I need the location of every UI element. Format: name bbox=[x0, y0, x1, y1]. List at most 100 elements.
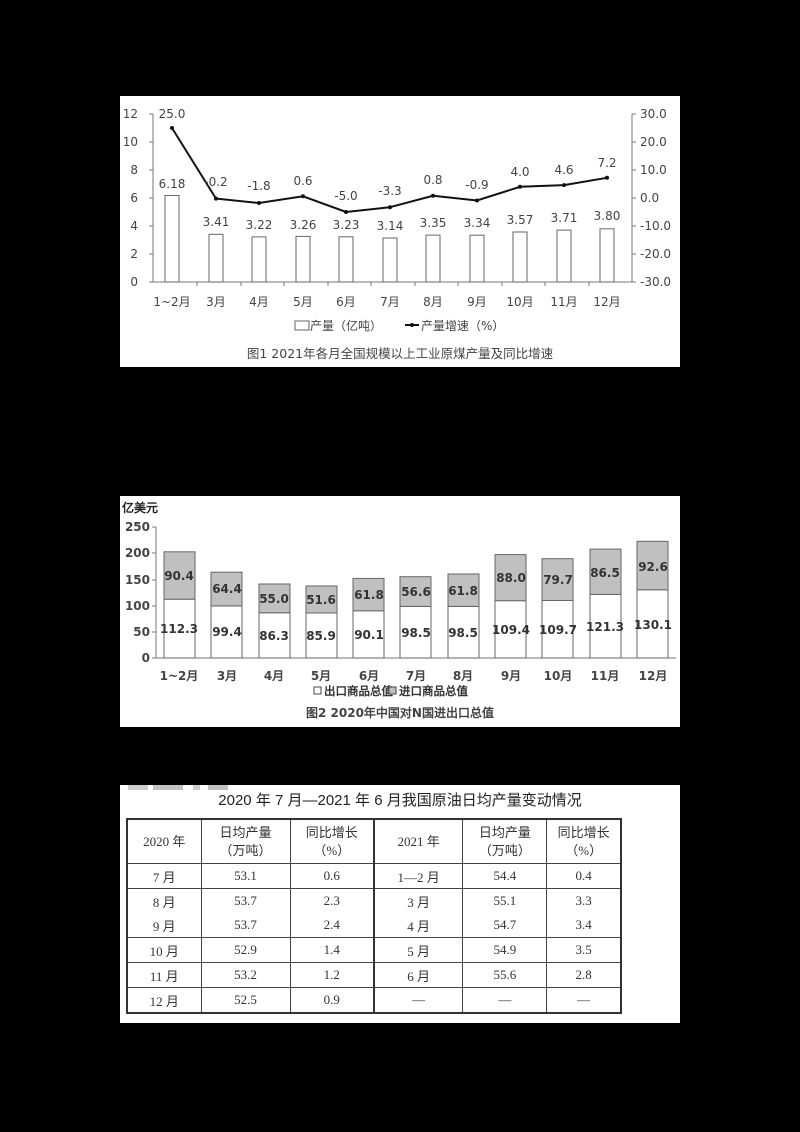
svg-text:98.5: 98.5 bbox=[448, 626, 478, 640]
svg-text:-30.0: -30.0 bbox=[640, 275, 671, 289]
svg-text:0: 0 bbox=[130, 275, 138, 289]
svg-text:8月: 8月 bbox=[423, 295, 443, 309]
svg-text:4: 4 bbox=[130, 219, 138, 233]
import-legend-swatch bbox=[388, 686, 397, 695]
coal-production-chart: 0 2 4 6 8 10 12 -30.0 -20.0 bbox=[120, 96, 680, 367]
svg-text:109.4: 109.4 bbox=[492, 623, 530, 637]
chart1-legend: 产量（亿吨） 产量增速（%） bbox=[294, 318, 504, 333]
svg-text:10.0: 10.0 bbox=[640, 163, 667, 177]
svg-text:64.4: 64.4 bbox=[212, 582, 242, 596]
svg-text:-0.2: -0.2 bbox=[204, 175, 227, 189]
header-year-2021: 2021 年 bbox=[372, 818, 464, 864]
svg-text:79.7: 79.7 bbox=[543, 573, 573, 587]
chart1-title: 图1 2021年各月全国规模以上工业原煤产量及同比增速 bbox=[247, 346, 554, 361]
oil-production-table: 2020 年 日均产量 （万吨） 同比增长 （%） 2021 年 日均产量 （万吨） … bbox=[126, 818, 622, 1014]
header-production-2021: 日均产量 （万吨） bbox=[462, 818, 548, 864]
svg-text:50: 50 bbox=[133, 625, 150, 639]
svg-text:6月: 6月 bbox=[359, 669, 379, 683]
svg-text:4.0: 4.0 bbox=[510, 165, 529, 179]
svg-text:56.6: 56.6 bbox=[401, 585, 431, 599]
svg-text:150: 150 bbox=[125, 573, 150, 587]
svg-text:12月: 12月 bbox=[639, 669, 668, 683]
svg-text:85.9: 85.9 bbox=[306, 629, 336, 643]
svg-text:3.22: 3.22 bbox=[246, 218, 273, 232]
svg-text:0.8: 0.8 bbox=[423, 173, 442, 187]
header-production-2020: 日均产量 （万吨） bbox=[200, 818, 291, 864]
export-value-labels: 112.3 99.4 86.3 85.9 90.1 98.5 98.5 109.… bbox=[160, 618, 672, 643]
svg-text:86.3: 86.3 bbox=[259, 629, 289, 643]
svg-text:3.41: 3.41 bbox=[203, 215, 230, 229]
growth-line bbox=[170, 126, 609, 214]
svg-text:出口商品总值: 出口商品总值 bbox=[324, 684, 393, 698]
trade-chart-svg: 亿美元 0 50 100 150 200 250 bbox=[122, 500, 676, 720]
table-row: 10 月 52.9 1.4 5 月 54.9 3.5 bbox=[126, 937, 622, 963]
header-growth-2021: 同比增长 （%） bbox=[546, 818, 622, 864]
svg-text:61.8: 61.8 bbox=[448, 584, 478, 598]
chart2-legend: 出口商品总值 进口商品总值 bbox=[313, 684, 468, 698]
svg-text:98.5: 98.5 bbox=[401, 626, 431, 640]
svg-text:109.7: 109.7 bbox=[539, 623, 577, 637]
svg-text:20.0: 20.0 bbox=[640, 135, 667, 149]
svg-text:-3.3: -3.3 bbox=[378, 184, 401, 198]
svg-text:51.6: 51.6 bbox=[306, 593, 336, 607]
line-value-labels: 25.0 -0.2 -1.8 0.6 -5.0 -3.3 0.8 -0.9 4.… bbox=[159, 107, 617, 203]
svg-text:12: 12 bbox=[123, 107, 138, 121]
svg-text:9月: 9月 bbox=[467, 295, 487, 309]
oil-production-table-panel: 2020 年 7 月—2021 年 6 月我国原油日均产量变动情况 2020 年… bbox=[120, 785, 680, 1023]
svg-text:0: 0 bbox=[142, 651, 150, 665]
svg-text:3.71: 3.71 bbox=[551, 211, 578, 225]
svg-text:10: 10 bbox=[123, 135, 138, 149]
svg-text:产量（亿吨）: 产量（亿吨） bbox=[310, 318, 382, 333]
header-year-2020: 2020 年 bbox=[126, 818, 202, 864]
svg-text:121.3: 121.3 bbox=[586, 620, 624, 634]
svg-text:3.23: 3.23 bbox=[333, 218, 360, 232]
table-row: 12 月 52.5 0.9 — — — bbox=[126, 987, 622, 1014]
svg-text:3.14: 3.14 bbox=[377, 219, 404, 233]
svg-text:1~2月: 1~2月 bbox=[160, 669, 199, 683]
svg-text:8月: 8月 bbox=[453, 669, 473, 683]
svg-text:10月: 10月 bbox=[544, 669, 573, 683]
y-axis-unit: 亿美元 bbox=[122, 500, 158, 515]
svg-text:-0.9: -0.9 bbox=[465, 178, 488, 192]
svg-text:5月: 5月 bbox=[311, 669, 331, 683]
svg-text:7.2: 7.2 bbox=[597, 156, 616, 170]
svg-text:4.6: 4.6 bbox=[554, 163, 573, 177]
svg-text:90.4: 90.4 bbox=[164, 569, 194, 583]
svg-text:11月: 11月 bbox=[591, 669, 620, 683]
svg-text:3月: 3月 bbox=[206, 295, 226, 309]
svg-text:99.4: 99.4 bbox=[212, 625, 242, 639]
svg-text:250: 250 bbox=[125, 520, 150, 534]
import-value-labels: 90.4 64.4 55.0 51.6 61.8 56.6 61.8 88.0 … bbox=[164, 560, 668, 607]
svg-text:7月: 7月 bbox=[406, 669, 426, 683]
table-row: 9 月 53.7 2.4 4 月 54.7 3.4 bbox=[126, 913, 622, 938]
svg-text:30.0: 30.0 bbox=[640, 107, 667, 121]
x-axis-ticks bbox=[196, 282, 590, 286]
svg-text:3.35: 3.35 bbox=[420, 216, 447, 230]
faded-watermark bbox=[128, 785, 228, 790]
svg-text:6月: 6月 bbox=[336, 295, 356, 309]
svg-text:86.5: 86.5 bbox=[590, 566, 620, 580]
svg-text:100: 100 bbox=[125, 599, 150, 613]
svg-text:92.6: 92.6 bbox=[638, 560, 668, 574]
svg-text:88.0: 88.0 bbox=[496, 571, 526, 585]
header-growth-2020: 同比增长 （%） bbox=[289, 818, 375, 864]
svg-text:0.6: 0.6 bbox=[293, 174, 312, 188]
svg-text:3月: 3月 bbox=[217, 669, 237, 683]
trade-value-chart: 亿美元 0 50 100 150 200 250 bbox=[120, 496, 680, 727]
svg-text:55.0: 55.0 bbox=[259, 592, 289, 606]
table-row: 8 月 53.7 2.3 3 月 55.1 3.3 bbox=[126, 888, 622, 913]
svg-text:进口商品总值: 进口商品总值 bbox=[399, 684, 468, 698]
y-axis: 0 50 100 150 200 250 bbox=[125, 520, 157, 665]
right-y-axis: -30.0 -20.0 -10.0 0.0 10.0 20.0 30.0 bbox=[631, 107, 671, 289]
svg-text:9月: 9月 bbox=[501, 669, 521, 683]
svg-text:11月: 11月 bbox=[550, 295, 577, 309]
svg-text:-10.0: -10.0 bbox=[640, 219, 671, 233]
bar-value-labels: 6.18 3.41 3.22 3.26 3.23 3.14 3.35 3.34 … bbox=[159, 177, 621, 233]
svg-text:3.26: 3.26 bbox=[290, 218, 317, 232]
svg-text:8: 8 bbox=[130, 163, 138, 177]
svg-text:25.0: 25.0 bbox=[159, 107, 186, 121]
bar-legend-swatch bbox=[294, 320, 310, 331]
svg-text:-5.0: -5.0 bbox=[334, 189, 357, 203]
svg-text:10月: 10月 bbox=[506, 295, 533, 309]
x-axis-labels: 1~2月 3月 4月 5月 6月 7月 8月 9月 10月 11月 12月 bbox=[160, 669, 668, 683]
